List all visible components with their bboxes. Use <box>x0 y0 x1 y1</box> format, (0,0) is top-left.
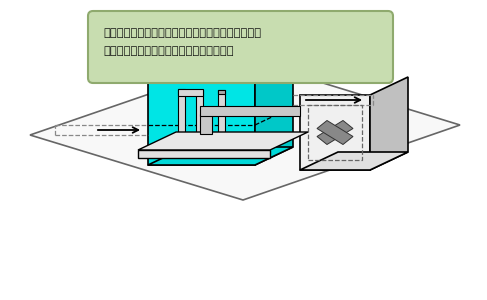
Bar <box>218 90 225 145</box>
Polygon shape <box>138 150 270 158</box>
Polygon shape <box>255 57 293 165</box>
Polygon shape <box>148 75 255 165</box>
Bar <box>308 105 362 160</box>
Bar <box>178 89 185 157</box>
Text: 生物学的処理する有機性排水処理装置の例: 生物学的処理する有機性排水処理装置の例 <box>103 46 234 56</box>
Polygon shape <box>148 147 293 165</box>
Bar <box>200 106 300 116</box>
Polygon shape <box>300 152 408 170</box>
Polygon shape <box>317 121 353 145</box>
FancyBboxPatch shape <box>88 11 393 83</box>
Bar <box>178 89 203 96</box>
Bar <box>218 90 225 94</box>
Polygon shape <box>317 121 353 145</box>
Text: グリストラップ内の油分とスカムをポンピングして: グリストラップ内の油分とスカムをポンピングして <box>103 28 261 38</box>
Bar <box>196 90 203 150</box>
Polygon shape <box>138 132 308 150</box>
Bar <box>200 114 212 134</box>
Polygon shape <box>370 77 408 170</box>
Polygon shape <box>300 95 370 170</box>
Polygon shape <box>30 60 460 200</box>
